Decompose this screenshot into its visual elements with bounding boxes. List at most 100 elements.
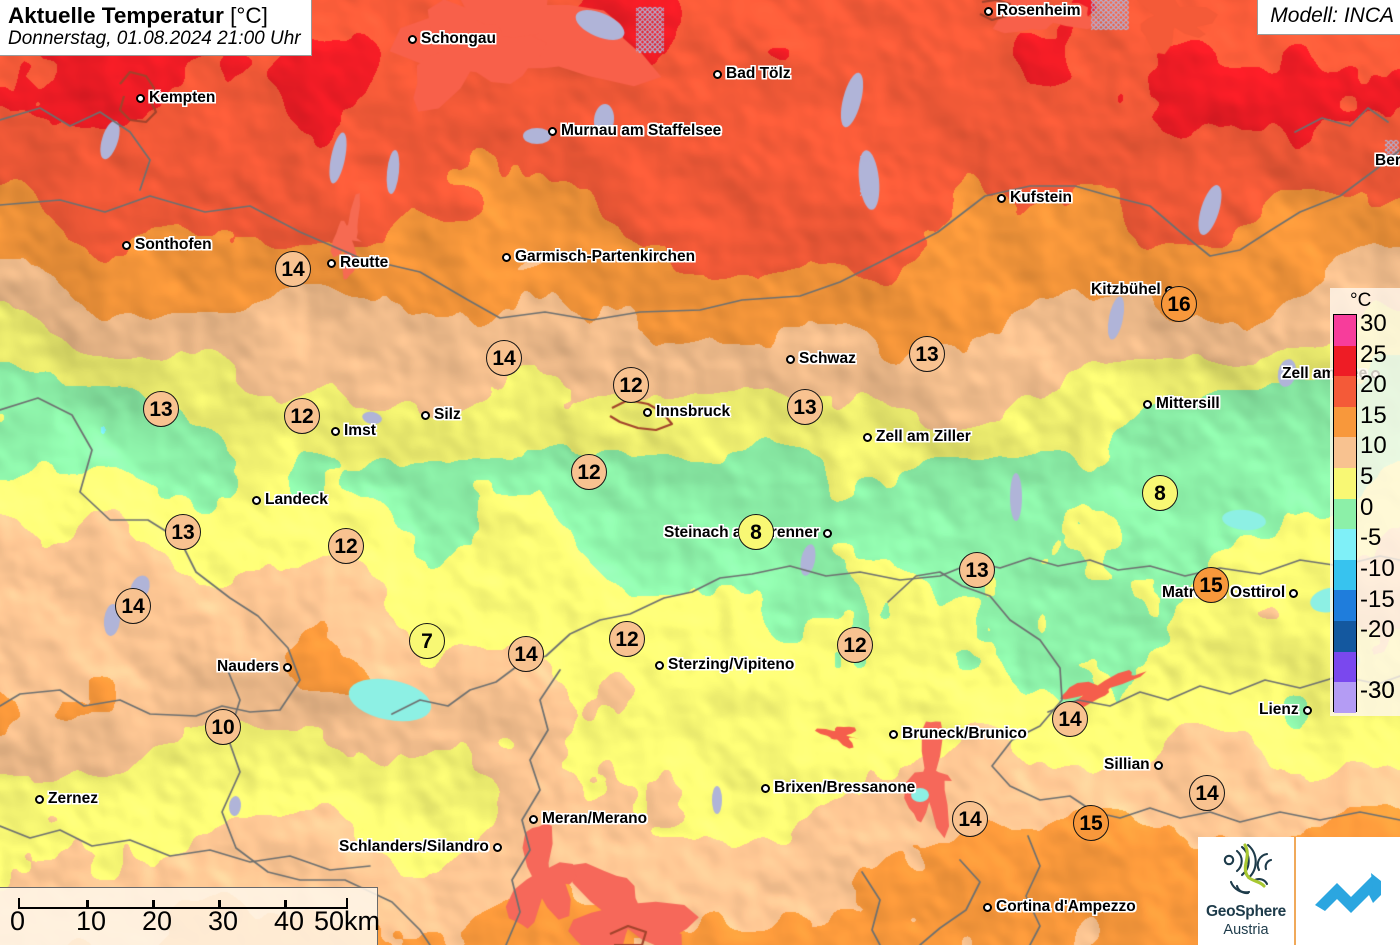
city-dot-icon bbox=[421, 410, 430, 420]
city-dot-icon bbox=[823, 528, 833, 538]
city-marker: Bruneck/Brunico bbox=[889, 725, 1027, 743]
city-marker: Silz bbox=[421, 406, 461, 424]
colorbar-tick--15: -15 bbox=[1360, 585, 1395, 613]
temperature-station-marker: 8 bbox=[738, 514, 774, 550]
city-label: Silz bbox=[434, 406, 461, 423]
city-marker: Brixen/Bressanone bbox=[761, 779, 915, 797]
map-title-box: Aktuelle Temperatur [°C] Donnerstag, 01.… bbox=[0, 0, 312, 56]
temperature-station-marker: 16 bbox=[1161, 286, 1197, 322]
colorbar-band--15 bbox=[1334, 590, 1356, 622]
scale-tick-30 bbox=[218, 900, 221, 907]
colorbar-band-5 bbox=[1334, 468, 1356, 499]
temperature-station-marker: 7 bbox=[409, 623, 445, 659]
city-dot-icon bbox=[1153, 760, 1163, 770]
city-marker: Nauders bbox=[217, 658, 293, 676]
scale-tick-40 bbox=[284, 900, 287, 907]
city-label: Kitzbühel bbox=[1091, 281, 1161, 298]
city-marker: Lienz bbox=[1259, 701, 1312, 719]
scale-bar: 0 10 20 30 40 50km bbox=[0, 887, 380, 945]
city-label: Landeck bbox=[265, 491, 328, 508]
city-label: Bad Tölz bbox=[726, 65, 791, 82]
city-marker: Sonthofen bbox=[122, 236, 212, 254]
city-label: Sterzing/Vipiteno bbox=[668, 656, 795, 673]
colorbar-band-10 bbox=[1334, 437, 1356, 469]
city-label: Nauders bbox=[217, 658, 280, 675]
city-label: Sonthofen bbox=[135, 236, 212, 253]
temperature-station-marker: 13 bbox=[909, 336, 945, 372]
logo-row: GeoSphere Austria bbox=[1198, 837, 1400, 945]
temperature-station-marker: 13 bbox=[959, 552, 995, 588]
city-label: Zell am Ziller bbox=[876, 428, 971, 445]
title-unit-text: [°C] bbox=[230, 3, 268, 28]
colorbar-gradient-strip bbox=[1333, 314, 1357, 713]
colorbar-tick-25: 25 bbox=[1360, 340, 1387, 368]
city-label: Bruneck/Brunico bbox=[902, 725, 1027, 742]
city-dot-icon bbox=[122, 240, 131, 250]
colorbar-band-0 bbox=[1334, 498, 1356, 530]
temperature-station-marker: 14 bbox=[275, 251, 311, 287]
city-dot-icon bbox=[492, 842, 502, 852]
temperature-station-marker: 12 bbox=[571, 454, 607, 490]
city-marker: Matrei in Osttirol bbox=[1162, 584, 1299, 602]
city-dot-icon bbox=[761, 783, 770, 793]
city-marker: Landeck bbox=[252, 491, 328, 509]
temperature-station-marker: 14 bbox=[952, 801, 988, 837]
city-dot-icon bbox=[327, 258, 336, 268]
colorbar-tick-20: 20 bbox=[1360, 371, 1387, 399]
temperature-station-marker: 14 bbox=[486, 340, 522, 376]
colorbar-band-20 bbox=[1334, 376, 1356, 407]
city-label: Murnau am Staffelsee bbox=[561, 122, 722, 139]
city-dot-icon bbox=[889, 729, 898, 739]
city-marker: Rosenheim bbox=[984, 2, 1081, 20]
city-dot-icon bbox=[136, 93, 145, 103]
temperature-station-marker: 12 bbox=[613, 367, 649, 403]
city-label: Rosenheim bbox=[997, 2, 1081, 19]
city-dot-icon bbox=[643, 407, 652, 417]
city-label: Innsbruck bbox=[656, 403, 731, 420]
temperature-station-marker: 14 bbox=[115, 588, 151, 624]
city-marker: Kempten bbox=[136, 89, 215, 107]
temperature-station-marker: 12 bbox=[284, 398, 320, 434]
city-dot-icon bbox=[786, 354, 795, 364]
geosphere-logo-line2: Austria bbox=[1223, 922, 1269, 938]
city-marker: Reutte bbox=[327, 254, 388, 272]
temperature-station-marker: 13 bbox=[143, 391, 179, 427]
colorbar-band--30 bbox=[1334, 682, 1356, 713]
temperature-station-marker: 14 bbox=[1052, 701, 1088, 737]
city-dot-icon bbox=[331, 426, 340, 436]
city-marker: Zell am Ziller bbox=[863, 428, 971, 446]
city-label: Kufstein bbox=[1010, 189, 1072, 206]
colorbar-unit-label: °C bbox=[1350, 290, 1372, 311]
temperature-station-marker: 12 bbox=[609, 621, 645, 657]
colorbar-tick-5: 5 bbox=[1360, 463, 1374, 491]
city-dot-icon bbox=[1289, 588, 1299, 598]
city-label: Meran/Merano bbox=[542, 810, 648, 827]
city-dot-icon bbox=[1302, 705, 1312, 715]
city-label: Kempten bbox=[149, 89, 216, 106]
geosphere-austria-logo: GeoSphere Austria bbox=[1198, 837, 1294, 945]
colorbar-tick--30: -30 bbox=[1360, 677, 1395, 705]
temperature-station-marker: 10 bbox=[205, 709, 241, 745]
colorbar-band--25 bbox=[1334, 651, 1356, 683]
temperature-station-marker: 13 bbox=[165, 514, 201, 550]
scale-label-10: 10 bbox=[76, 906, 107, 936]
scale-label-0: 0 bbox=[10, 906, 26, 936]
title-main-text: Aktuelle Temperatur bbox=[8, 3, 224, 28]
city-label: Garmisch-Partenkirchen bbox=[515, 248, 696, 265]
partner-logo bbox=[1294, 837, 1400, 945]
colorbar-band-15 bbox=[1334, 406, 1356, 438]
city-dot-icon bbox=[984, 6, 993, 16]
scale-tick-20 bbox=[152, 900, 155, 907]
temperature-station-marker: 8 bbox=[1142, 475, 1178, 511]
city-dot-icon bbox=[35, 794, 44, 804]
city-marker: Garmisch-Partenkirchen bbox=[502, 248, 695, 266]
colorbar-tick-30: 30 bbox=[1360, 310, 1387, 337]
scale-tick-10 bbox=[86, 900, 89, 907]
city-label: Mittersill bbox=[1156, 395, 1220, 412]
city-marker: Berchtesgaden bbox=[1375, 152, 1400, 170]
city-dot-icon bbox=[548, 126, 557, 136]
city-label: Schongau bbox=[421, 30, 496, 47]
colorbar-band--5 bbox=[1334, 529, 1356, 560]
city-dot-icon bbox=[529, 814, 538, 824]
city-marker: Innsbruck bbox=[643, 403, 730, 421]
